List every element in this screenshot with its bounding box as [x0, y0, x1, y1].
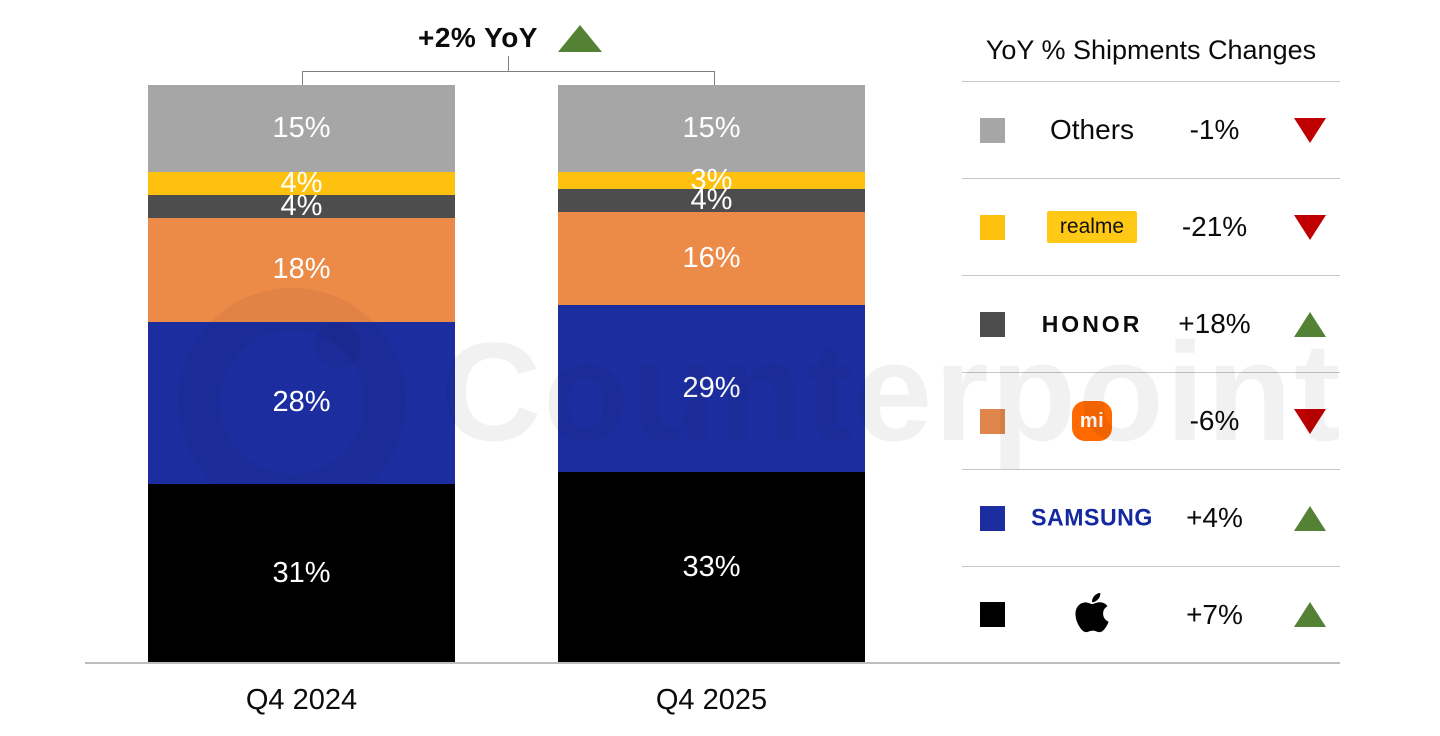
down-triangle-icon: [1294, 117, 1326, 143]
legend-change-value: +7%: [1186, 598, 1243, 630]
legend-brand-slot: mi: [1022, 401, 1162, 441]
segment-others: 15%: [558, 85, 865, 172]
realme-logo: realme: [1046, 211, 1138, 243]
segment-value-label: 18%: [272, 253, 331, 286]
yoy-bracket-stem: [508, 56, 509, 72]
legend-change-value: -21%: [1181, 211, 1248, 242]
yoy-bracket-left-tick: [302, 71, 303, 85]
legend-trend-slot: [1294, 505, 1326, 531]
legend-brand-slot: realme: [1022, 211, 1162, 243]
legend-brand-slot: [1022, 590, 1162, 640]
xiaomi-mi-logo-text: mi: [1079, 409, 1105, 432]
legend-row-honor: HONOR +18%: [962, 276, 1340, 373]
legend-trend-slot: [1294, 408, 1326, 434]
legend-change-value: -6%: [1189, 405, 1240, 436]
up-triangle-icon: [557, 24, 602, 52]
legend-trend-slot: [1294, 117, 1326, 143]
samsung-swatch: [980, 505, 1005, 531]
segment-realme: 4%: [148, 166, 455, 199]
segment-value-label: 15%: [682, 111, 741, 144]
legend-row-xiaomi: mi -6%: [962, 373, 1340, 470]
legend-change-value: -1%: [1189, 114, 1240, 145]
legend-swatch-slot: [980, 602, 1022, 627]
legend-swatch-slot: [980, 408, 1022, 434]
segment-xiaomi: 18%: [148, 217, 455, 322]
segment-honor: 4%: [148, 189, 455, 222]
segment-value-label: 4%: [280, 166, 323, 199]
legend-row-apple: +7%: [962, 567, 1340, 662]
xiaomi-swatch: [980, 408, 1005, 434]
legend-swatch-slot: [980, 117, 1022, 143]
honor-swatch: [980, 311, 1005, 337]
legend-brand-slot: HONOR: [1022, 311, 1162, 338]
up-triangle-icon: [1294, 602, 1326, 627]
up-triangle-icon: [1294, 505, 1326, 531]
segment-apple: 31%: [148, 483, 455, 663]
legend-change-value: +18%: [1178, 308, 1251, 339]
apple-logo-icon: [1075, 590, 1109, 640]
legend-change-value: +4%: [1186, 502, 1243, 533]
segment-value-label: 29%: [682, 371, 741, 404]
legend-row-samsung: SAMSUNG +4%: [962, 470, 1340, 567]
x-axis-label-q4-2025: Q4 2025: [655, 684, 768, 716]
x-axis-label-q4-2024: Q4 2024: [245, 684, 358, 716]
segment-samsung: 29%: [558, 304, 865, 473]
segment-value-label: 16%: [682, 241, 741, 274]
legend-swatch-slot: [980, 311, 1022, 337]
yoy-bracket-right-tick: [714, 71, 715, 85]
legend-trend-slot: [1294, 602, 1326, 627]
samsung-logo: SAMSUNG: [1031, 503, 1153, 532]
x-axis-line: [85, 662, 1340, 664]
legend-swatch-slot: [980, 505, 1022, 531]
bar-0: 15% 4% 4% 18% 28% 31%: [148, 85, 455, 663]
xiaomi-mi-logo: mi: [1072, 401, 1112, 441]
legend-panel: YoY % Shipments Changes Others -1% realme -…: [962, 20, 1340, 662]
legend-trend-slot: [1294, 311, 1326, 337]
honor-logo: HONOR: [1041, 310, 1143, 337]
segment-samsung: 28%: [148, 321, 455, 484]
down-triangle-icon: [1294, 408, 1326, 434]
segment-value-label: 4%: [690, 184, 733, 217]
legend-row-realme: realme -21%: [962, 179, 1340, 276]
segment-value-label: 4%: [280, 189, 323, 222]
others-swatch: [980, 117, 1005, 143]
legend-header: YoY % Shipments Changes: [962, 20, 1340, 82]
down-triangle-icon: [1294, 214, 1326, 240]
legend-row-others: Others -1%: [962, 82, 1340, 179]
legend-trend-slot: [1294, 214, 1326, 240]
segment-value-label: 15%: [272, 111, 331, 144]
yoy-total-annotation: +2% YoY: [300, 20, 720, 56]
bar-1: 15% 3% 4% 16% 29% 33%: [558, 85, 865, 663]
segment-value-label: 33%: [682, 551, 741, 584]
legend-brand-slot: SAMSUNG: [1022, 503, 1162, 532]
segment-value-label: 28%: [272, 386, 331, 419]
up-triangle-icon: [1294, 311, 1326, 337]
segment-xiaomi: 16%: [558, 212, 865, 305]
segment-value-label: 31%: [272, 556, 331, 589]
yoy-bracket: [302, 71, 715, 72]
segment-honor: 4%: [558, 184, 865, 217]
yoy-total-label: +2% YoY: [418, 22, 538, 53]
segment-others: 15%: [148, 85, 455, 172]
legend-brand-label: Others: [1049, 114, 1135, 145]
apple-swatch: [980, 602, 1005, 627]
legend-swatch-slot: [980, 214, 1022, 240]
realme-swatch: [980, 214, 1005, 240]
segment-apple: 33%: [558, 472, 865, 663]
legend-brand-slot: Others: [1022, 114, 1162, 146]
